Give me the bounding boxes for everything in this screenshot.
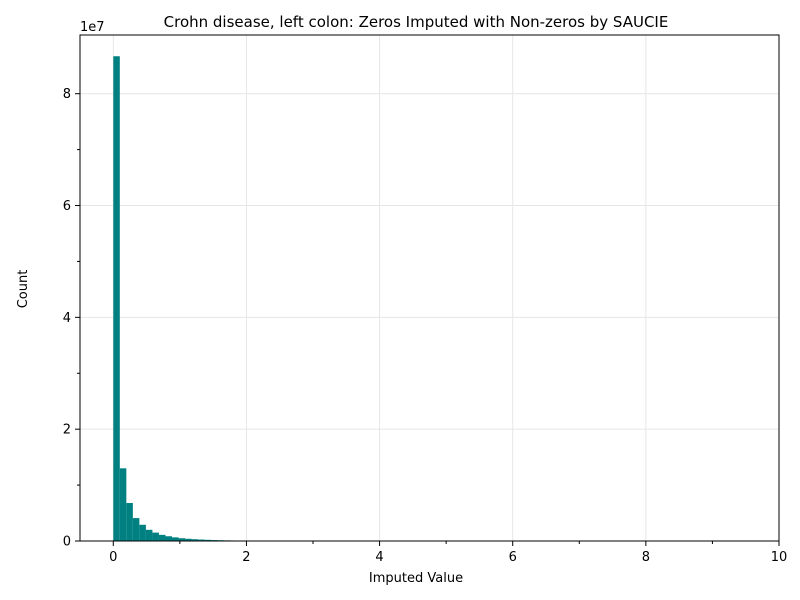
histogram-bar (113, 56, 120, 542)
histogram-bar (145, 529, 153, 541)
y-tick-label: 2 (63, 423, 71, 438)
x-tick-label: 10 (771, 550, 788, 565)
histogram-bar (119, 468, 127, 541)
x-axis: 0 2 4 6 8 10 (109, 541, 787, 565)
x-tick-label: 8 (642, 550, 650, 565)
histogram-bar (178, 538, 186, 541)
histogram-bar (126, 502, 133, 541)
histogram-bar (191, 539, 199, 541)
histogram-bar (158, 534, 166, 541)
bars (113, 56, 270, 542)
histogram-bar (139, 524, 146, 541)
histogram-bar (185, 538, 192, 541)
y-offset-text: 1e7 (80, 20, 105, 35)
y-tick-label: 0 (63, 535, 71, 550)
y-tick-label: 4 (63, 311, 71, 326)
y-tick-label: 6 (63, 199, 71, 214)
histogram-bar (152, 532, 159, 541)
y-tick-label: 8 (63, 87, 71, 102)
y-axis-label: Count (16, 270, 31, 309)
histogram-bar (204, 539, 212, 541)
y-axis: 0 2 4 6 8 (63, 87, 80, 550)
histogram-bar (172, 537, 179, 541)
grid (80, 35, 780, 542)
x-axis-label: Imputed Value (369, 571, 463, 586)
histogram-bar (198, 539, 205, 541)
x-tick-label: 2 (242, 550, 250, 565)
plot-frame (79, 34, 780, 542)
histogram-bar (165, 536, 173, 541)
x-tick-label: 0 (109, 550, 117, 565)
chart-title: Crohn disease, left colon: Zeros Imputed… (164, 13, 669, 31)
x-tick-label: 4 (375, 550, 383, 565)
x-tick-label: 6 (509, 550, 517, 565)
histogram-bar (132, 518, 140, 541)
